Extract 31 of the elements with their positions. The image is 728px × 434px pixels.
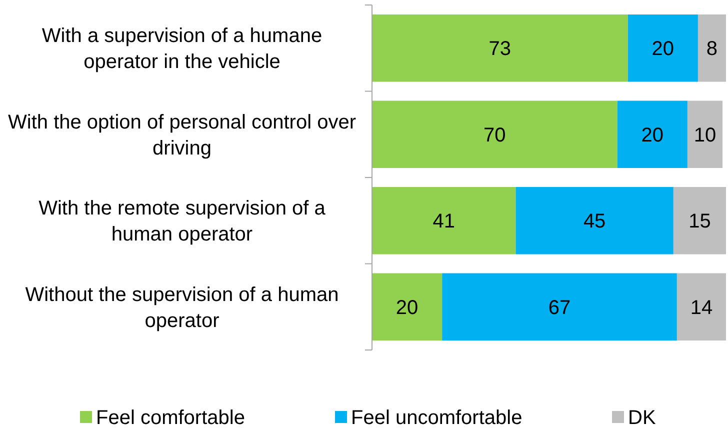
legend-label: Feel comfortable bbox=[96, 407, 245, 429]
bar bbox=[628, 14, 698, 82]
data-label: 67 bbox=[548, 296, 571, 319]
data-label: 73 bbox=[488, 38, 512, 60]
legend-label: DK bbox=[628, 407, 656, 429]
data-label: 20 bbox=[396, 296, 418, 319]
bar bbox=[676, 273, 726, 341]
y-tick-label: With a supervision of a humane operator in the vehicle bbox=[42, 25, 322, 74]
bar bbox=[617, 100, 688, 168]
data-label: 10 bbox=[694, 124, 716, 146]
bar bbox=[687, 100, 722, 168]
bar bbox=[372, 273, 442, 341]
data-label: 41 bbox=[432, 210, 455, 233]
bar bbox=[673, 186, 726, 254]
data-label: 8 bbox=[706, 38, 718, 60]
y-tick-label: With the remote supervision of a human operator bbox=[38, 198, 326, 246]
data-label: 15 bbox=[688, 210, 711, 233]
bar bbox=[442, 273, 677, 341]
bar bbox=[372, 100, 618, 168]
data-label: 20 bbox=[641, 124, 664, 146]
legend-label: Feel uncomfortable bbox=[351, 407, 522, 429]
bar bbox=[372, 14, 628, 82]
y-tick-label: With the option of personal control over driving bbox=[8, 111, 356, 160]
data-label: 45 bbox=[583, 210, 606, 233]
bar bbox=[516, 186, 674, 254]
data-label: 70 bbox=[484, 124, 506, 146]
bar bbox=[372, 186, 516, 254]
y-tick-label: Without the supervision of a human operator bbox=[25, 284, 339, 332]
data-label: 20 bbox=[652, 38, 674, 60]
data-label: 14 bbox=[690, 296, 713, 319]
bar bbox=[698, 14, 726, 82]
